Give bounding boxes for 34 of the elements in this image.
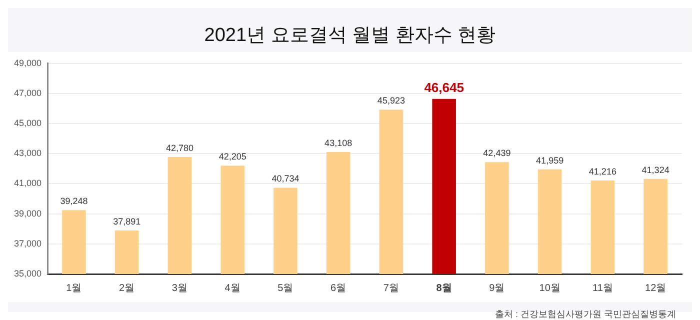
y-tick-label: 43,000 bbox=[14, 148, 42, 158]
data-label: 43,108 bbox=[324, 138, 352, 148]
data-label: 45,923 bbox=[377, 96, 405, 106]
y-tick-label: 41,000 bbox=[14, 178, 42, 188]
data-label: 41,216 bbox=[588, 166, 616, 176]
source-note: 출처 : 건강보험심사평가원 국민관심질병통계 bbox=[494, 308, 677, 320]
x-tick-label: 12월 bbox=[645, 282, 666, 294]
x-tick-label: 1월 bbox=[66, 282, 82, 294]
data-label: 40,734 bbox=[272, 174, 300, 184]
chart-title: 2021년 요로결석 월별 환자수 현황 bbox=[203, 24, 497, 48]
y-tick-label: 47,000 bbox=[14, 88, 42, 98]
data-label: 42,439 bbox=[483, 148, 511, 158]
data-label: 42,780 bbox=[166, 142, 194, 153]
data-label: 37,891 bbox=[113, 216, 141, 226]
x-tick-label: 5월 bbox=[278, 282, 294, 294]
y-tick-label: 49,000 bbox=[14, 58, 42, 68]
x-tick-label: 6월 bbox=[330, 282, 346, 294]
x-tick-label: 3월 bbox=[172, 282, 188, 294]
data-label: 41,959 bbox=[536, 155, 564, 166]
y-tick-label: 39,000 bbox=[14, 208, 42, 218]
data-label: 46,645 bbox=[424, 80, 464, 95]
y-tick-label: 37,000 bbox=[14, 238, 42, 248]
x-tick-label: 7월 bbox=[383, 282, 399, 294]
data-label: 41,324 bbox=[642, 164, 670, 175]
y-tick-label: 35,000 bbox=[14, 268, 42, 278]
x-tick-label: 2월 bbox=[119, 282, 135, 294]
x-tick-label: 11월 bbox=[592, 282, 613, 294]
x-tick-label: 8월 bbox=[436, 282, 452, 294]
x-tick-label: 4월 bbox=[224, 282, 240, 294]
x-tick-label: 10월 bbox=[539, 282, 560, 294]
data-label: 42,205 bbox=[218, 152, 246, 162]
x-tick-label: 9월 bbox=[489, 282, 505, 294]
y-tick-label: 45,000 bbox=[14, 118, 42, 128]
data-label: 39,248 bbox=[60, 196, 88, 206]
